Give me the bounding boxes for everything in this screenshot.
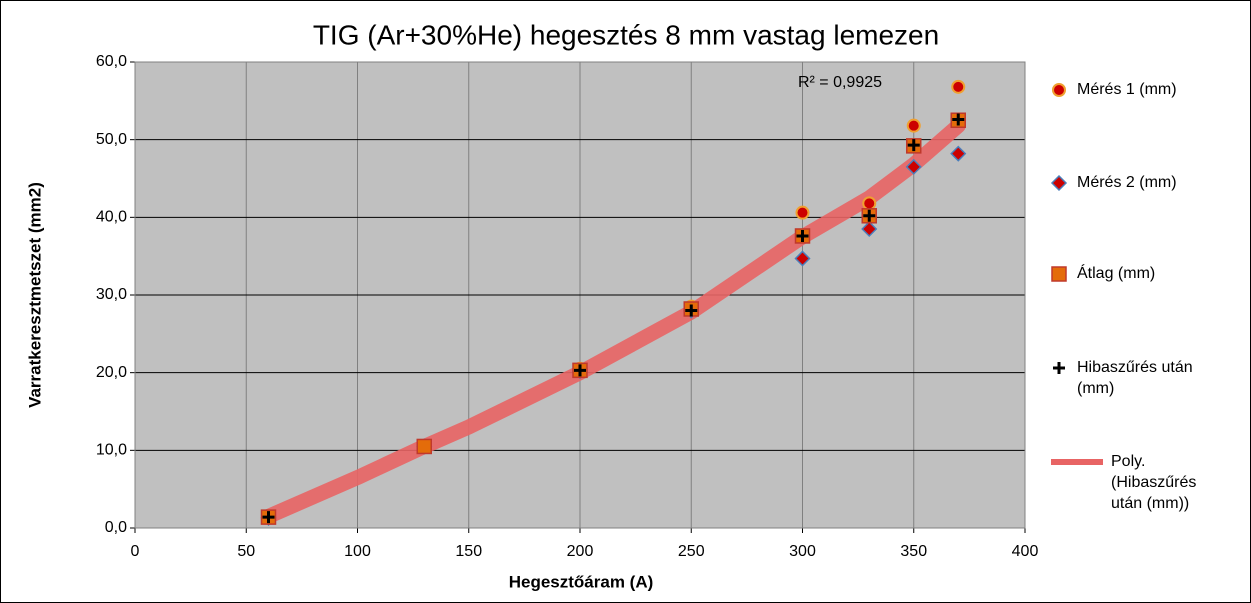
y-tick-label: 30,0 [96,286,127,303]
plus-marker [796,229,809,242]
circle-marker [1052,83,1066,97]
legend-label: Átlag (mm) [1077,265,1156,282]
legend-symbol [1052,83,1066,97]
legend-item: Átlag (mm) [1047,263,1237,284]
plus-marker [1053,362,1065,374]
y-tick-label: 20,0 [96,364,127,381]
legend-symbol [1050,174,1068,192]
plus-marker [863,209,876,222]
x-tick-label: 300 [789,543,816,560]
legend-symbol [1051,266,1067,282]
x-tick-label: 50 [237,543,255,560]
x-tick-label: 250 [678,543,705,560]
diamond-marker [794,250,811,267]
legend-item: Poly. (Hibaszűrés után (mm)) [1047,451,1237,514]
legend-symbol [1051,459,1103,465]
circle-marker [951,79,966,94]
x-tick-label: 0 [131,543,140,560]
legend-label: Poly. (Hibaszűrés után (mm)) [1111,453,1197,512]
plot-border [134,61,1026,529]
chart-title: TIG (Ar+30%He) hegesztés 8 mm vastag lem… [313,19,939,50]
legend-item: Mérés 1 (mm) [1047,79,1237,100]
y-tick-label: 0,0 [105,519,127,536]
plus-marker [952,113,965,126]
x-tick-label: 350 [900,543,927,560]
y-tick-label: 50,0 [96,131,127,148]
legend-symbol [1053,362,1065,374]
x-tick-label: 400 [1012,543,1039,560]
square-marker [1051,266,1067,282]
plus-marker [262,511,275,524]
diamond-marker [1050,174,1068,192]
legend-label: Mérés 2 (mm) [1077,174,1177,191]
plus-marker [907,139,920,152]
diamond-marker [905,158,922,175]
x-tick-label: 150 [455,543,482,560]
legend-label: Hibaszűrés után (mm) [1077,359,1193,397]
circle-marker [906,118,921,133]
r2-annotation: R² = 0,9925 [798,74,882,91]
square-marker [416,438,432,455]
circle-marker [795,205,810,220]
legend-label: Mérés 1 (mm) [1077,81,1177,98]
diamond-marker [950,145,967,162]
plus-marker [574,364,586,377]
y-tick-label: 10,0 [96,442,127,459]
legend-item: Hibaszűrés után (mm) [1047,357,1237,399]
y-tick-label: 60,0 [96,53,127,70]
y-tick-label: 40,0 [96,209,127,226]
plus-marker [685,304,698,317]
x-axis-label: Hegesztőáram (A) [509,572,654,591]
diamond-marker [861,220,878,238]
y-axis-label: Varratkeresztmetszet (mm2) [25,182,44,408]
trend-line [261,118,966,524]
x-tick-label: 100 [344,543,371,560]
x-tick-label: 200 [567,543,594,560]
legend-item: Mérés 2 (mm) [1047,172,1237,193]
circle-marker [862,196,877,211]
